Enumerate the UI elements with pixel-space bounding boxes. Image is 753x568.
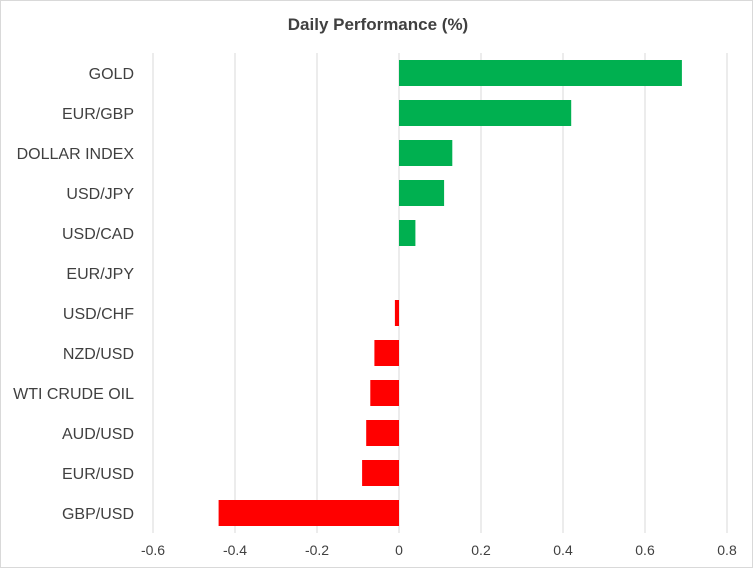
bar — [399, 60, 682, 86]
bar — [218, 500, 399, 526]
category-label: USD/CHF — [63, 306, 134, 323]
category-label: USD/JPY — [66, 186, 134, 203]
category-label: WTI CRUDE OIL — [13, 386, 134, 403]
bar — [366, 420, 399, 446]
category-label: EUR/USD — [62, 466, 134, 483]
bar — [399, 220, 416, 246]
category-label: EUR/GBP — [62, 106, 134, 123]
x-tick-label: 0 — [395, 542, 403, 558]
bar — [399, 100, 572, 126]
bars — [218, 60, 682, 526]
x-tick-label: 0.2 — [471, 542, 491, 558]
x-tick-label: 0.8 — [717, 542, 737, 558]
chart-title: Daily Performance (%) — [288, 15, 468, 34]
x-tick-label: 0.6 — [635, 542, 655, 558]
bar — [370, 380, 399, 406]
bar — [374, 340, 399, 366]
category-label: EUR/JPY — [66, 266, 134, 283]
category-label: GBP/USD — [62, 506, 134, 523]
bar — [399, 180, 445, 206]
x-tick-label: -0.6 — [141, 542, 165, 558]
bar — [394, 300, 399, 326]
x-tick-label: 0.4 — [553, 542, 573, 558]
x-axis-tick-labels: -0.6 -0.4 -0.2 0 0.2 0.4 0.6 0.8 — [141, 542, 737, 558]
category-label: NZD/USD — [63, 346, 134, 363]
category-label: AUD/USD — [62, 426, 134, 443]
category-label: USD/CAD — [62, 226, 134, 243]
category-labels: GOLD EUR/GBP DOLLAR INDEX USD/JPY USD/CAD EUR… — [13, 66, 134, 523]
bar — [362, 460, 399, 486]
gridlines — [152, 53, 728, 533]
category-label: DOLLAR INDEX — [17, 146, 135, 163]
bar — [399, 140, 453, 166]
x-tick-label: -0.2 — [305, 542, 329, 558]
x-tick-label: -0.4 — [223, 542, 247, 558]
category-label: GOLD — [89, 66, 134, 83]
